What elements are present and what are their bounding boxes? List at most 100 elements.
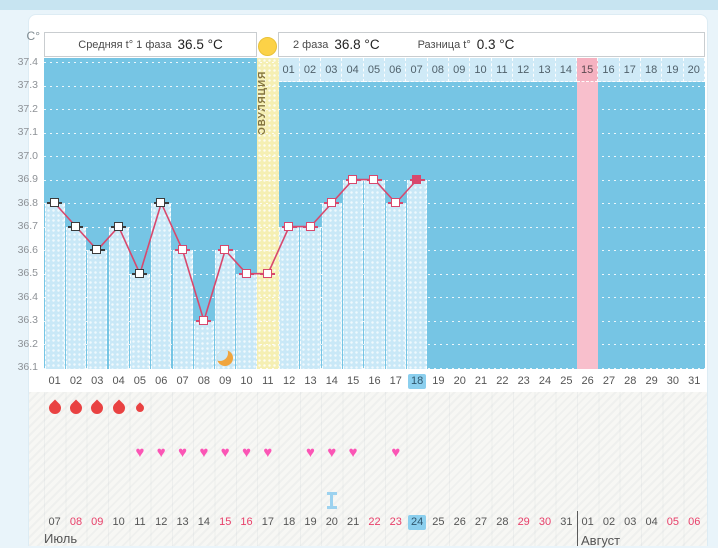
cycle-day-cell[interactable]: 09: [215, 370, 236, 392]
temperature-bar[interactable]: [364, 179, 385, 369]
phase2-day-cell[interactable]: 11: [491, 58, 514, 82]
calendar-date-cell[interactable]: 09: [87, 511, 108, 533]
cycle-day-cell[interactable]: 11: [257, 370, 278, 392]
temperature-point[interactable]: [198, 315, 208, 325]
phase2-day-cell[interactable]: 04: [342, 58, 364, 82]
calendar-date-cell[interactable]: 19: [300, 511, 321, 533]
phase2-day-cell[interactable]: 16: [598, 58, 620, 82]
phase2-day-cell[interactable]: 07: [406, 58, 428, 82]
calendar-date-cell[interactable]: 16: [236, 511, 257, 533]
calendar-date-cell[interactable]: 03: [620, 511, 641, 533]
phase2-day-cell[interactable]: 18: [640, 58, 663, 82]
phase2-day-cell[interactable]: 13: [534, 58, 556, 82]
calendar-date-cell[interactable]: 02: [598, 511, 619, 533]
phase2-day-cell[interactable]: 03: [321, 58, 343, 82]
cycle-day-cell[interactable]: 24: [534, 370, 555, 392]
cycle-day-cell[interactable]: 27: [598, 370, 619, 392]
temperature-point[interactable]: [412, 174, 422, 184]
temperature-bar[interactable]: [321, 203, 342, 369]
calendar-date-cell[interactable]: 28: [492, 511, 513, 533]
calendar-date-cell[interactable]: 13: [172, 511, 193, 533]
phase2-day-cell[interactable]: 17: [619, 58, 641, 82]
cycle-day-cell[interactable]: 07: [172, 370, 193, 392]
phase2-day-cell[interactable]: 15: [577, 58, 599, 82]
cycle-day-cell[interactable]: 28: [620, 370, 641, 392]
calendar-date-cell[interactable]: 29: [513, 511, 534, 533]
calendar-date-cell[interactable]: 18: [279, 511, 300, 533]
cycle-day-cell[interactable]: 14: [321, 370, 342, 392]
calendar-date-cell[interactable]: 17: [257, 511, 278, 533]
temperature-point[interactable]: [326, 198, 336, 208]
cycle-day-cell[interactable]: 15: [342, 370, 363, 392]
calendar-date-cell[interactable]: 07: [44, 511, 65, 533]
calendar-date-cell[interactable]: 22: [364, 511, 385, 533]
cycle-day-cell[interactable]: 22: [492, 370, 513, 392]
calendar-date-cell[interactable]: 11: [129, 511, 150, 533]
calendar-date-cell[interactable]: 24: [406, 511, 427, 533]
cycle-day-cell[interactable]: 31: [684, 370, 705, 392]
cycle-day-cell[interactable]: 05: [129, 370, 150, 392]
temperature-bar[interactable]: [151, 203, 172, 369]
temperature-point[interactable]: [348, 174, 358, 184]
cycle-day-cell[interactable]: 30: [662, 370, 683, 392]
phase2-day-cell[interactable]: 14: [555, 58, 577, 82]
calendar-date-cell[interactable]: 27: [470, 511, 491, 533]
temperature-point[interactable]: [305, 221, 315, 231]
cycle-day-cell[interactable]: 21: [470, 370, 491, 392]
temperature-point[interactable]: [134, 268, 144, 278]
cycle-day-cell[interactable]: 19: [428, 370, 449, 392]
phase2-day-cell[interactable]: 20: [683, 58, 705, 82]
cycle-day-cell[interactable]: 10: [236, 370, 257, 392]
calendar-date-cell[interactable]: 25: [428, 511, 449, 533]
calendar-date-cell[interactable]: 12: [151, 511, 172, 533]
phase2-day-cell[interactable]: 02: [299, 58, 322, 82]
phase2-day-cell[interactable]: 08: [427, 58, 450, 82]
calendar-date-cell[interactable]: 06: [684, 511, 705, 533]
calendar-date-cell[interactable]: 15: [215, 511, 236, 533]
temperature-point[interactable]: [92, 245, 102, 255]
cycle-day-cell[interactable]: 17: [385, 370, 406, 392]
temperature-point[interactable]: [177, 245, 187, 255]
phase2-day-cell[interactable]: 10: [470, 58, 492, 82]
cycle-day-cell[interactable]: 18: [406, 370, 427, 392]
temperature-point[interactable]: [156, 198, 166, 208]
calendar-date-cell[interactable]: 04: [641, 511, 662, 533]
calendar-date-cell[interactable]: 14: [193, 511, 214, 533]
cycle-day-cell[interactable]: 06: [151, 370, 172, 392]
temperature-point[interactable]: [241, 268, 251, 278]
temperature-bar[interactable]: [172, 250, 193, 369]
phase2-day-cell[interactable]: 01: [278, 58, 300, 82]
temperature-point[interactable]: [49, 198, 59, 208]
cycle-day-cell[interactable]: 13: [300, 370, 321, 392]
calendar-date-cell[interactable]: 31: [556, 511, 577, 533]
temperature-bar[interactable]: [108, 226, 129, 369]
phase2-day-cell[interactable]: 09: [449, 58, 471, 82]
cycle-day-cell[interactable]: 02: [65, 370, 86, 392]
cycle-day-cell[interactable]: 20: [449, 370, 470, 392]
cycle-day-cell[interactable]: 16: [364, 370, 385, 392]
temperature-bar[interactable]: [300, 226, 321, 369]
cycle-day-cell[interactable]: 01: [44, 370, 65, 392]
cycle-day-cell[interactable]: 12: [279, 370, 300, 392]
phase2-day-cell[interactable]: 05: [363, 58, 386, 82]
temperature-bar[interactable]: [343, 179, 364, 369]
temperature-point[interactable]: [284, 221, 294, 231]
calendar-date-cell[interactable]: 05: [662, 511, 683, 533]
temperature-bar[interactable]: [65, 226, 87, 369]
temperature-bar[interactable]: [385, 203, 406, 369]
cycle-day-cell[interactable]: 08: [193, 370, 214, 392]
temperature-point[interactable]: [262, 268, 272, 278]
calendar-date-cell[interactable]: 23: [385, 511, 406, 533]
temperature-point[interactable]: [220, 245, 230, 255]
temperature-bar[interactable]: [236, 273, 257, 369]
cycle-day-cell[interactable]: 25: [556, 370, 577, 392]
temperature-bar[interactable]: [44, 203, 65, 369]
cycle-day-cell[interactable]: 04: [108, 370, 129, 392]
calendar-date-cell[interactable]: 01: [577, 511, 598, 533]
calendar-date-cell[interactable]: 26: [449, 511, 470, 533]
cycle-day-cell[interactable]: 23: [513, 370, 534, 392]
temperature-bar[interactable]: [129, 273, 150, 369]
calendar-date-cell[interactable]: 20: [321, 511, 342, 533]
temperature-point[interactable]: [390, 198, 400, 208]
phase2-day-cell[interactable]: 12: [513, 58, 535, 82]
